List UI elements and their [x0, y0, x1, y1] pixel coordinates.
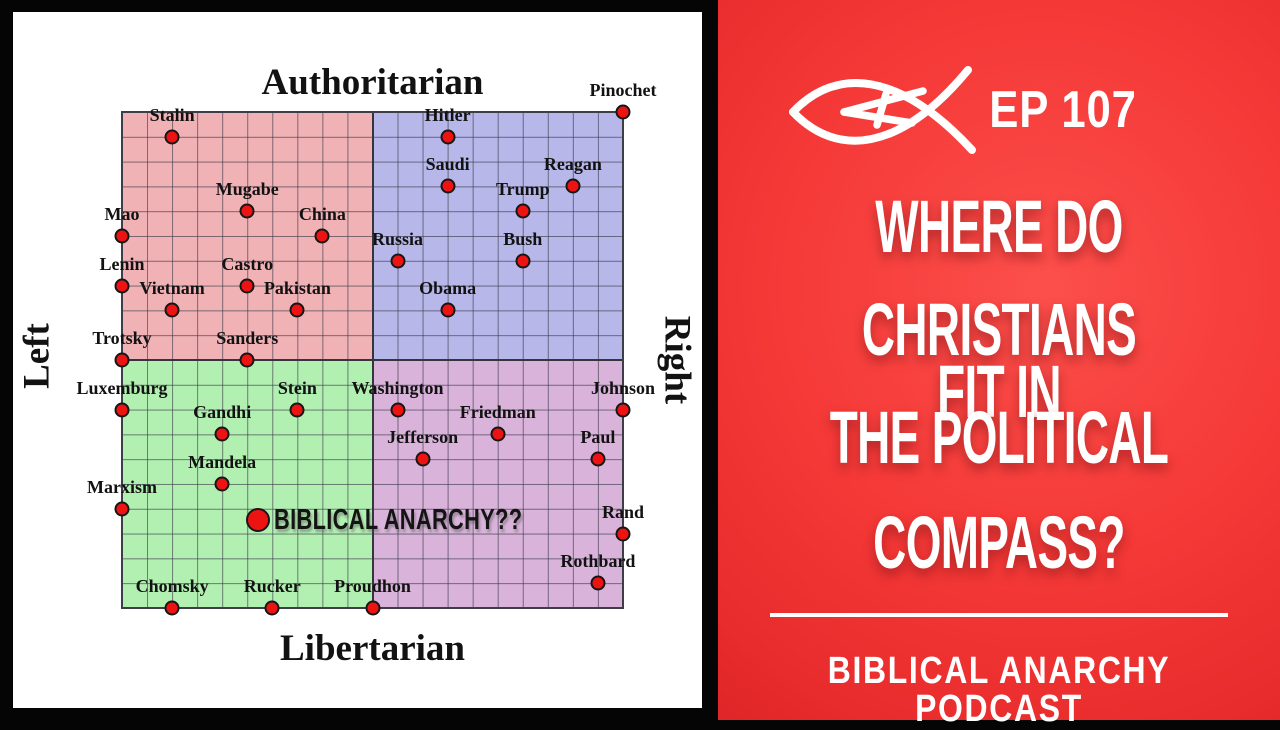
data-point-label-washington: Washington [351, 377, 444, 398]
data-point-label-rothbard: Rothbard [560, 551, 636, 572]
data-point-stalin [164, 129, 180, 145]
data-point-label-mandela: Mandela [188, 452, 257, 473]
data-point-pinochet [615, 104, 631, 120]
data-point-label-luxemburg: Luxemburg [76, 377, 168, 398]
data-point-label-marxism: Marxism [87, 476, 157, 497]
data-point-johnson [615, 402, 631, 418]
data-point-label-china: China [298, 204, 346, 225]
compass-grid: Stalin Mugabe Mao China Lenin Castro Vietnam Pa… [76, 81, 657, 616]
data-point-hitler [440, 129, 456, 145]
data-point-label-obama: Obama [419, 278, 477, 299]
data-point-label-russia: Russia [372, 228, 424, 249]
divider-line [770, 613, 1228, 617]
data-point-label-pinochet: Pinochet [589, 80, 657, 101]
data-point-label-paul: Paul [580, 427, 616, 448]
center-horizontal-axis [122, 359, 623, 361]
data-point-pakistan [289, 302, 305, 318]
data-point-label-johnson: Johnson [590, 377, 656, 398]
data-point-label-trotsky: Trotsky [92, 328, 152, 349]
data-point-label-vietnam: Vietnam [139, 278, 205, 299]
data-point-label-friedman: Friedman [459, 402, 536, 423]
data-point-obama [440, 302, 456, 318]
data-point-label-chomsky: Chomsky [135, 576, 209, 597]
data-point-trotsky [114, 352, 130, 368]
data-point-label-rand: Rand [601, 501, 645, 522]
data-point-vietnam [164, 302, 180, 318]
data-point-label-mao: Mao [104, 204, 140, 225]
data-point-mandela [214, 476, 230, 492]
episode-panel: EP 107 WHERE DO CHRISTIANS FIT IN THE PO… [718, 0, 1280, 728]
title-line-3: THE POLITICAL [829, 396, 1169, 479]
data-point-label-castro: Castro [221, 253, 274, 274]
ichthys-anarchy-icon [789, 66, 976, 154]
axis-label-right: Right [656, 315, 698, 405]
data-point-china [314, 228, 330, 244]
data-point-sanders [239, 352, 255, 368]
data-point-label-biblical-anarchy: BIBLICAL ANARCHY?? [274, 503, 523, 536]
data-point-label-jefferson: Jefferson [387, 427, 459, 448]
data-point-saudi [440, 178, 456, 194]
data-point-russia [390, 253, 406, 269]
data-point-mugabe [239, 203, 255, 219]
data-point-chomsky [164, 600, 180, 616]
data-point-rucker [264, 600, 280, 616]
data-point-label-pakistan: Pakistan [263, 278, 331, 299]
data-point-label-mugabe: Mugabe [215, 179, 279, 200]
data-point-label-rucker: Rucker [243, 576, 301, 597]
episode-number: EP 107 [989, 81, 1137, 139]
data-point-lenin [114, 278, 130, 294]
data-point-label-stein: Stein [277, 377, 317, 398]
data-point-label-saudi: Saudi [425, 154, 470, 175]
data-point-proudhon [365, 600, 380, 616]
title-line-1: WHERE DO [875, 185, 1123, 268]
data-point-bush [515, 253, 531, 269]
data-point-label-bush: Bush [503, 228, 543, 249]
data-point-gandhi [214, 426, 230, 442]
data-point-label-sanders: Sanders [216, 328, 279, 349]
data-point-label-reagan: Reagan [543, 154, 602, 175]
data-point-label-proudhon: Proudhon [334, 576, 411, 597]
title-line-2: CHRISTIANS FIT IN [861, 288, 1137, 433]
political-compass-card: Authoritarian Libertarian Left Right Sta… [13, 12, 702, 708]
data-point-mao [114, 228, 130, 244]
data-point-label-gandhi: Gandhi [193, 402, 252, 423]
data-point-label-stalin: Stalin [149, 104, 195, 125]
data-point-reagan [565, 178, 581, 194]
data-point-stein [289, 402, 305, 418]
data-point-label-hitler: Hitler [424, 104, 471, 125]
data-point-rand [615, 526, 631, 542]
data-point-rothbard [590, 575, 606, 591]
data-point-label-trump: Trump [495, 179, 550, 200]
data-point-trump [515, 203, 531, 219]
podcast-name: BIBLICAL ANARCHY PODCAST [827, 650, 1171, 730]
data-point-paul [590, 451, 606, 467]
data-point-marxism [114, 501, 130, 517]
data-point-friedman [490, 426, 506, 442]
data-point-biblical-anarchy [246, 507, 271, 532]
axis-label-authoritarian: Authoritarian [261, 62, 484, 103]
data-point-label-lenin: Lenin [99, 253, 145, 274]
axis-label-libertarian: Libertarian [280, 628, 465, 669]
data-point-luxemburg [114, 402, 130, 418]
axis-label-left: Left [16, 323, 58, 389]
title-line-4: COMPASS? [873, 501, 1125, 584]
data-point-jefferson [415, 451, 431, 467]
data-point-washington [390, 402, 406, 418]
data-point-castro [239, 278, 255, 294]
